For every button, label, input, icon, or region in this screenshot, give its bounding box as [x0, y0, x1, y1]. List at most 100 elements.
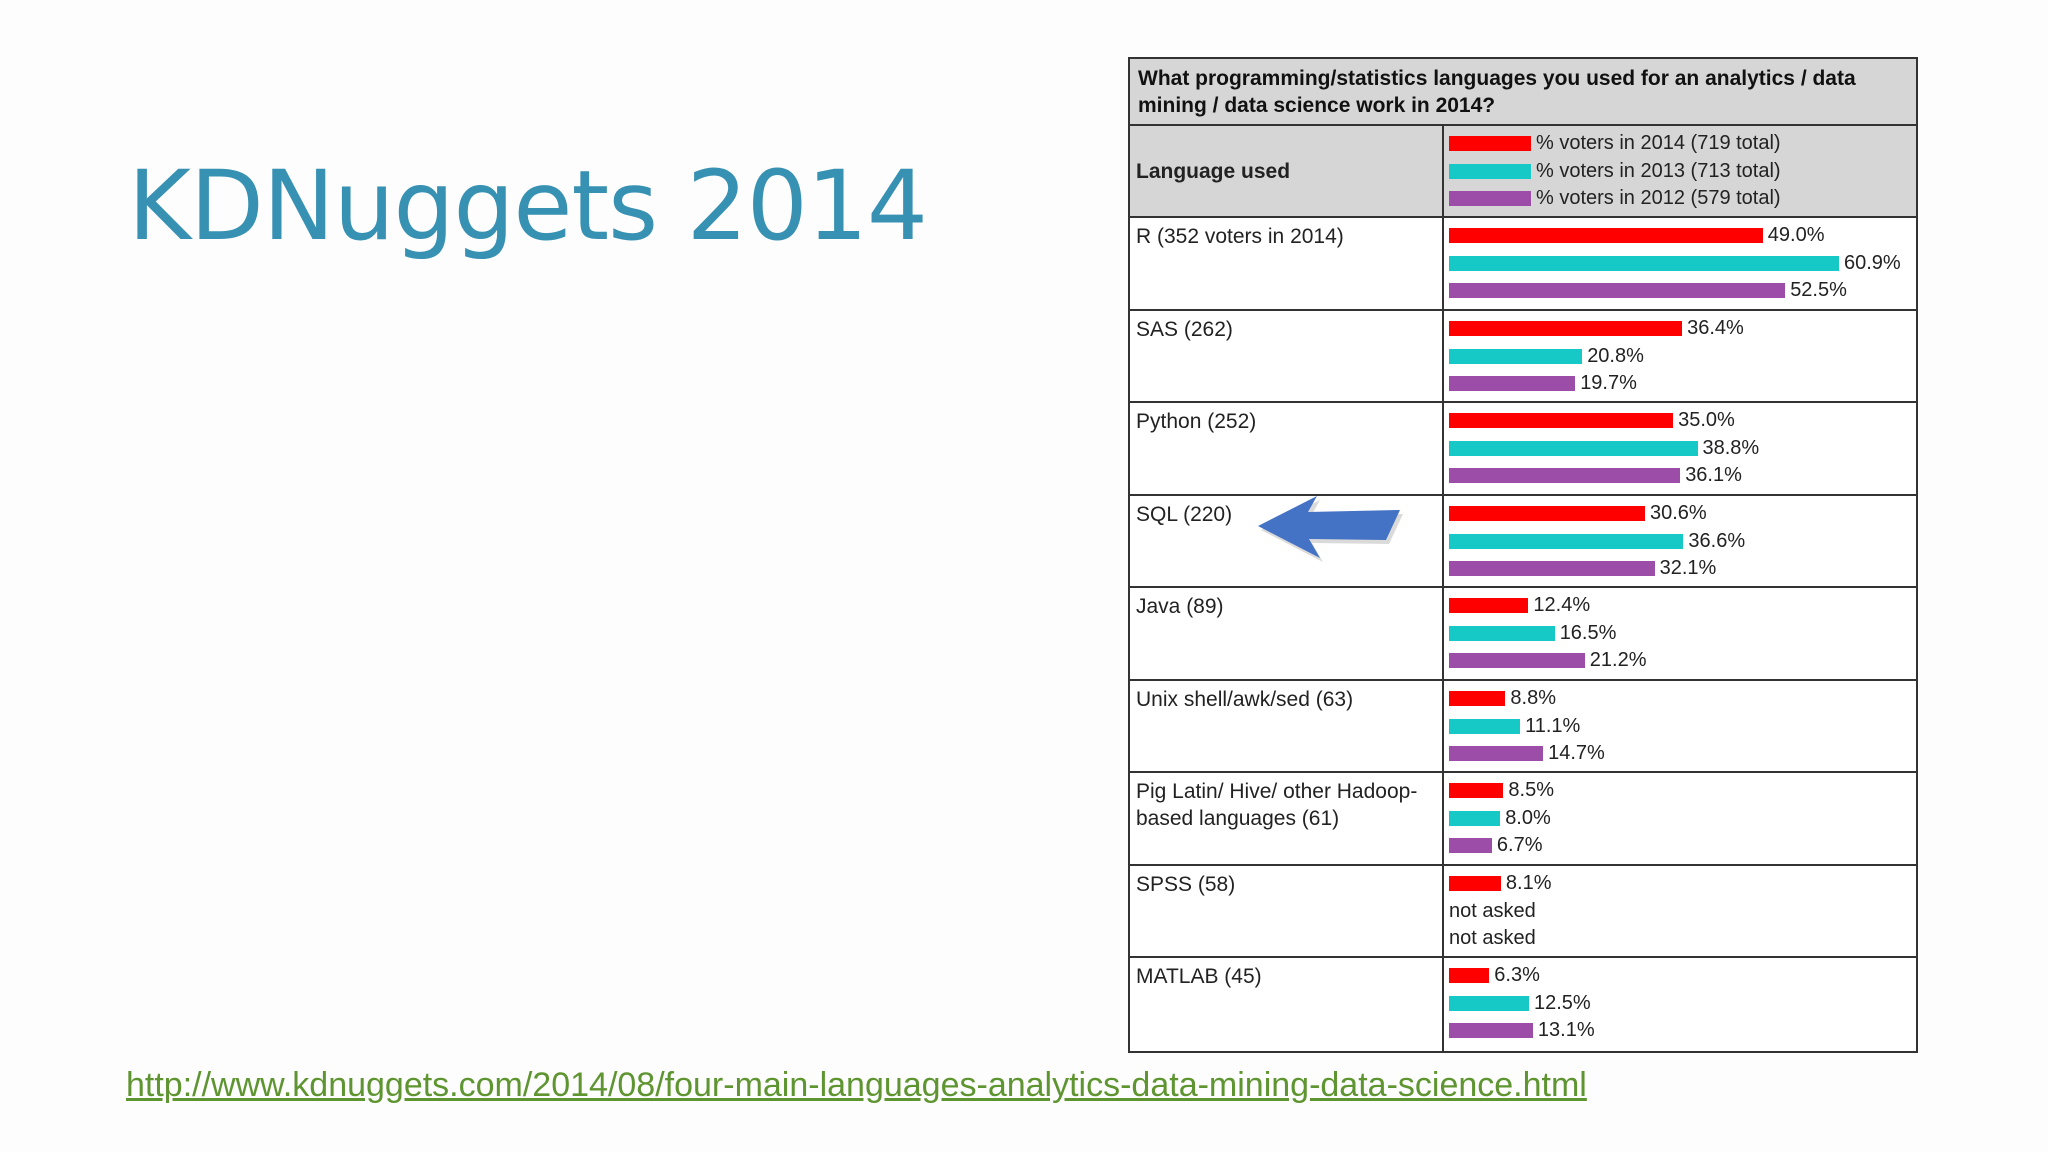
series-2014-entry: 49.0% [1449, 222, 1825, 249]
bar-2014 [1449, 690, 1506, 706]
bar-2012 [1449, 468, 1681, 483]
bar-2014 [1449, 598, 1529, 613]
series-2013-entry: 16.5% [1449, 620, 1616, 647]
legend-swatch-2013 [1449, 164, 1531, 179]
bar-2013 [1449, 811, 1501, 826]
value-label-2013: 38.8% [1702, 437, 1760, 459]
arrow-shape [1258, 496, 1400, 558]
series-2013-entry: 60.9% [1449, 250, 1901, 277]
bar-2014 [1449, 320, 1683, 336]
series-2013-entry: 12.5% [1449, 990, 1591, 1017]
value-label-2012: 13.1% [1537, 1019, 1595, 1041]
value-label-2013: 16.5% [1559, 622, 1617, 644]
survey-table: What programming/statistics languages yo… [1128, 57, 1918, 1053]
bar-2013 [1449, 256, 1839, 271]
legend-swatch-2012 [1449, 191, 1531, 206]
not-asked-label: not asked [1449, 899, 1536, 922]
value-label-2013: 11.1% [1525, 714, 1581, 737]
bar-2014 [1449, 413, 1674, 428]
bar-group: 6.3% 12.5% 13.1% [1444, 958, 1916, 1051]
series-2013-entry: 8.0% [1449, 805, 1551, 832]
bar-group: 8.8% 11.1% 14.7% [1444, 681, 1916, 772]
table-row: SQL (220) 30.6% 36.6% 32.1% [1130, 495, 1916, 588]
source-link[interactable]: http://www.kdnuggets.com/2014/08/four-ma… [126, 1066, 1587, 1104]
bar-2012 [1449, 560, 1655, 576]
bar-group: 36.4% 20.8% 19.7% [1444, 311, 1916, 402]
bar-group: 12.4% 16.5% 21.2% [1444, 588, 1916, 679]
series-2013-entry: 38.8% [1449, 435, 1759, 462]
bar-2012 [1449, 1023, 1533, 1038]
bar-2013 [1449, 441, 1698, 456]
series-2012-entry: 6.7% [1449, 832, 1542, 859]
table-row: Java (89) 12.4% 16.5% 21.2% [1130, 588, 1916, 681]
table-row: Unix shell/awk/sed (63) 8.8% 11.1% 14.7% [1130, 680, 1916, 773]
value-label-2014: 8.5% [1508, 779, 1554, 801]
series-2012-entry: 19.7% [1449, 370, 1637, 397]
survey-rows: Language used % voters in 2014 (719 tota… [1130, 126, 1916, 1051]
series-2014-entry: 12.4% [1449, 592, 1590, 619]
bar-2014 [1449, 783, 1504, 798]
bar-group: 30.6% 36.6% 32.1% [1444, 496, 1916, 587]
bar-2012 [1449, 745, 1544, 761]
series-2013-entry: 36.6% [1449, 528, 1745, 555]
bar-2013 [1449, 533, 1684, 549]
bar-group: 49.0% 60.9% 52.5% [1444, 218, 1916, 309]
series-2014-entry: 30.6% [1449, 500, 1707, 527]
value-label-2013: 60.9% [1844, 252, 1901, 274]
bar-2012 [1449, 838, 1492, 853]
language-label: Unix shell/awk/sed (63) [1130, 680, 1444, 771]
series-2012-entry: 32.1% [1449, 555, 1716, 582]
bar-2014 [1449, 875, 1501, 891]
bar-2012 [1449, 283, 1786, 298]
legend-label-2014: % voters in 2014 (719 total) [1536, 132, 1781, 154]
value-label-2012: 6.7% [1496, 834, 1543, 856]
legend-row: Language used % voters in 2014 (719 tota… [1130, 126, 1916, 218]
language-label: SQL (220) [1130, 495, 1444, 586]
value-label-2014: 8.1% [1505, 871, 1552, 894]
value-label-2014: 30.6% [1650, 501, 1707, 524]
not-asked-label: not asked [1449, 926, 1536, 949]
series-2012-entry: 52.5% [1449, 277, 1847, 304]
legend-label-2013: % voters in 2013 (713 total) [1536, 160, 1781, 182]
legend-item-2014: % voters in 2014 (719 total) [1449, 130, 1781, 157]
bar-group: 35.0% 38.8% 36.1% [1444, 403, 1916, 494]
series-2013-entry: 11.1% [1449, 713, 1580, 740]
legend-item-2013: % voters in 2013 (713 total) [1449, 158, 1781, 185]
value-label-2014: 12.4% [1533, 594, 1591, 616]
value-label-2012: 19.7% [1580, 371, 1637, 394]
series-2012-entry: 13.1% [1449, 1017, 1595, 1044]
language-label: Python (252) [1130, 403, 1444, 494]
language-label: R (352 voters in 2014) [1130, 218, 1444, 309]
bar-2012 [1449, 375, 1576, 391]
series-2013-entry: not asked [1449, 898, 1536, 925]
bar-group: 8.1% not asked not asked [1444, 866, 1916, 957]
value-label-2013: 36.6% [1688, 529, 1746, 552]
bar-2013 [1449, 996, 1529, 1011]
table-row: SPSS (58) 8.1% not asked not asked [1130, 865, 1916, 958]
series-2014-entry: 35.0% [1449, 407, 1735, 434]
value-label-2013: 12.5% [1534, 992, 1591, 1014]
legend-label-2012: % voters in 2012 (579 total) [1536, 187, 1781, 209]
value-label-2012: 52.5% [1790, 279, 1847, 301]
series-2014-entry: 8.5% [1449, 777, 1554, 804]
table-row: R (352 voters in 2014) 49.0% 60.9% 52.5% [1130, 218, 1916, 311]
language-label: Java (89) [1130, 588, 1444, 679]
language-label: Pig Latin/ Hive/ other Hadoop-based lang… [1130, 773, 1444, 864]
table-row: Pig Latin/ Hive/ other Hadoop-based lang… [1130, 773, 1916, 866]
bar-2014 [1449, 505, 1645, 521]
bar-2014 [1449, 968, 1490, 983]
language-label: SAS (262) [1130, 310, 1444, 401]
bar-group: 8.5% 8.0% 6.7% [1444, 773, 1916, 864]
series-2012-entry: 36.1% [1449, 462, 1742, 489]
table-row: MATLAB (45) 6.3% 12.5% 13.1% [1130, 958, 1916, 1051]
value-label-2014: 49.0% [1767, 224, 1825, 246]
series-2014-entry: 36.4% [1449, 315, 1744, 342]
value-label-2013: 20.8% [1587, 344, 1644, 367]
series-2013-entry: 20.8% [1449, 343, 1644, 370]
value-label-2012: 21.2% [1589, 649, 1647, 671]
legend-item-2012: % voters in 2012 (579 total) [1449, 185, 1781, 212]
value-label-2012: 36.1% [1685, 464, 1742, 486]
value-label-2012: 14.7% [1548, 741, 1605, 764]
series-2014-entry: 8.8% [1449, 685, 1556, 712]
series-2012-entry: not asked [1449, 925, 1536, 952]
